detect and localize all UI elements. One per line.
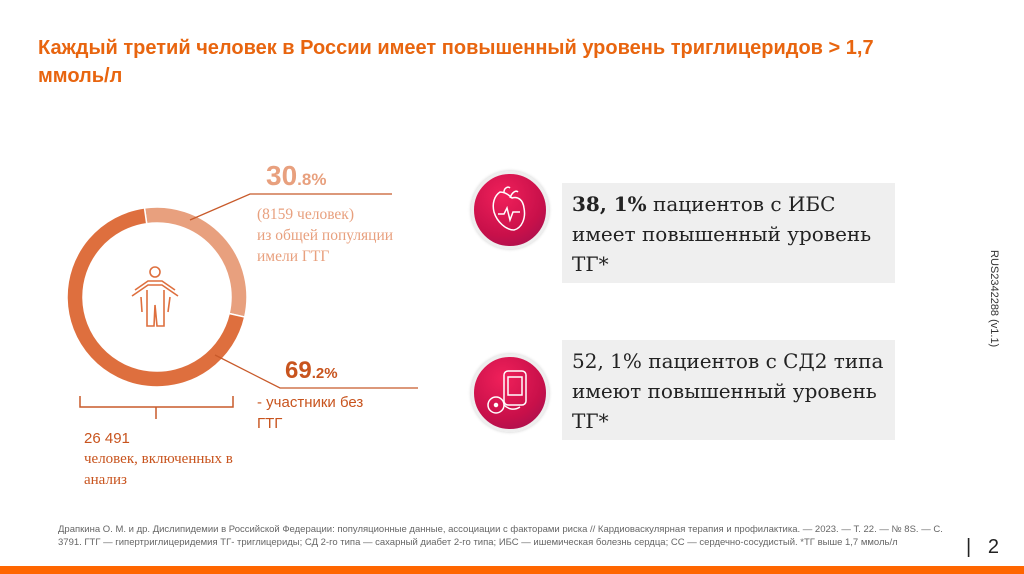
leader-line-30 — [189, 193, 392, 221]
seg1-line: имели ГТГ — [257, 248, 330, 265]
page-number-value: 2 — [987, 536, 1000, 558]
seg2-line: - участники без — [257, 394, 364, 411]
total-line: человек, включенных в — [84, 451, 233, 467]
leader-line-69 — [214, 354, 418, 389]
card-sd2-text: 52, 1% пациентов с СД2 типа имеют повыше… — [572, 349, 884, 433]
card-ibs: 38, 1% пациентов с ИБС имеет повышенный … — [562, 183, 895, 283]
total-count: 26 491 — [84, 430, 130, 447]
pct-69: 69.2% — [285, 357, 338, 384]
person-icon — [131, 266, 179, 327]
seg1-line: из общей популяции — [257, 227, 394, 244]
footer-bar — [0, 566, 1024, 574]
pct-30: 30.8% — [266, 160, 327, 191]
card-ibs-value: 38, 1% — [572, 192, 647, 216]
card-ibs-text: пациентов с ИБС имеет повышенный уровень… — [572, 192, 872, 276]
total-bracket — [79, 396, 234, 419]
total-label: 26 491 человек, включенных в анализ — [84, 428, 233, 491]
glucometer-icon — [471, 354, 549, 432]
donut-chart — [66, 193, 418, 419]
donut-slice — [143, 206, 248, 318]
seg1-line: (8159 человек) — [257, 206, 354, 223]
footnote: Драпкина О. М. и др. Дислипидемии в Росс… — [58, 524, 943, 548]
total-line: анализ — [84, 472, 127, 488]
divider: | — [966, 536, 977, 558]
heart-icon — [471, 171, 549, 249]
seg1-label: (8159 человек) из общей популяции имели … — [257, 204, 393, 267]
donut-slice — [66, 207, 246, 388]
seg2-label: - участники без ГТГ — [257, 392, 363, 434]
seg2-line: ГТГ — [257, 415, 283, 432]
card-sd2: 52, 1% пациентов с СД2 типа имеют повыше… — [562, 340, 895, 440]
page-title: Каждый третий человек в России имеет пов… — [38, 37, 874, 87]
page-number: | 2 — [966, 536, 999, 559]
doc-code: RUS2342288 (v1.1) — [988, 250, 1000, 348]
